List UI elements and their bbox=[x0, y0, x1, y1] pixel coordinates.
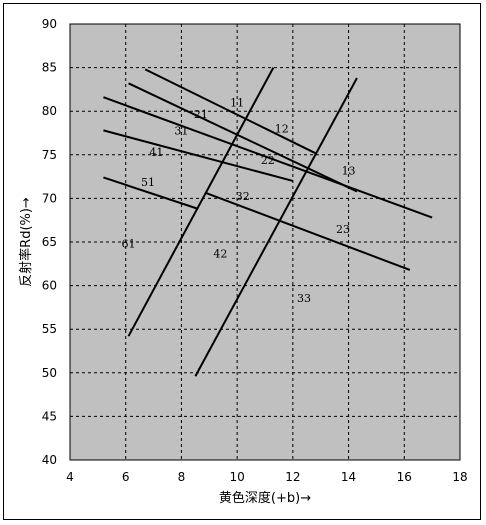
series-line-5 bbox=[206, 192, 411, 271]
y-tick-label-9: 85 bbox=[42, 61, 57, 75]
series-line-1 bbox=[128, 82, 358, 193]
zone-label-11: 11 bbox=[230, 96, 244, 109]
y-tick-labels: 40 45 50 55 60 65 70 75 80 85 90 bbox=[42, 17, 57, 467]
series-line-4 bbox=[103, 176, 199, 210]
zone-label-23: 23 bbox=[336, 223, 350, 236]
y-tick-label-1: 45 bbox=[42, 409, 57, 423]
x-tick-label-2: 8 bbox=[178, 470, 186, 484]
zone-label-32: 32 bbox=[236, 190, 250, 203]
x-tick-label-3: 10 bbox=[230, 470, 245, 484]
zone-label-61: 61 bbox=[122, 238, 136, 251]
x-tick-label-5: 14 bbox=[341, 470, 356, 484]
zone-label-22: 22 bbox=[261, 154, 275, 167]
x-tick-labels: 4 6 8 10 12 14 16 18 bbox=[66, 470, 467, 484]
zone-label-33: 33 bbox=[297, 292, 311, 305]
y-tick-label-3: 55 bbox=[42, 322, 57, 336]
x-tick-label-7: 18 bbox=[452, 470, 467, 484]
zone-label-21: 21 bbox=[194, 108, 208, 121]
grid bbox=[70, 24, 460, 460]
y-tick-label-0: 40 bbox=[42, 453, 57, 467]
series-line-7 bbox=[194, 77, 358, 377]
y-tick-label-6: 70 bbox=[42, 191, 57, 205]
x-axis-label: 黄色深度(+b)→ bbox=[219, 490, 311, 506]
series-line-2 bbox=[103, 96, 433, 219]
x-tick-label-4: 12 bbox=[285, 470, 300, 484]
x-tick-label-6: 16 bbox=[397, 470, 412, 484]
x-tick-label-0: 4 bbox=[66, 470, 74, 484]
zone-labels: 11 21 12 31 41 22 13 51 32 23 61 42 33 bbox=[122, 96, 356, 304]
zone-label-12: 12 bbox=[275, 123, 289, 136]
y-tick-label-4: 60 bbox=[42, 279, 57, 293]
y-axis-label: 反射率Rd(%)→ bbox=[18, 197, 34, 287]
x-tick-label-1: 6 bbox=[122, 470, 130, 484]
series-lines bbox=[103, 67, 433, 377]
series-line-3 bbox=[103, 129, 294, 182]
zone-label-31: 31 bbox=[174, 124, 188, 137]
series-line-6 bbox=[127, 67, 275, 337]
y-tick-label-10: 90 bbox=[42, 17, 57, 31]
zone-label-41: 41 bbox=[149, 146, 163, 159]
y-tick-label-5: 65 bbox=[42, 235, 57, 249]
series-line-0 bbox=[144, 68, 316, 154]
y-tick-label-7: 75 bbox=[42, 148, 57, 162]
zone-label-51: 51 bbox=[141, 176, 155, 189]
zone-label-42: 42 bbox=[213, 247, 227, 260]
zone-label-13: 13 bbox=[342, 164, 356, 177]
y-tick-label-8: 80 bbox=[42, 104, 57, 118]
y-tick-label-2: 50 bbox=[42, 366, 57, 380]
